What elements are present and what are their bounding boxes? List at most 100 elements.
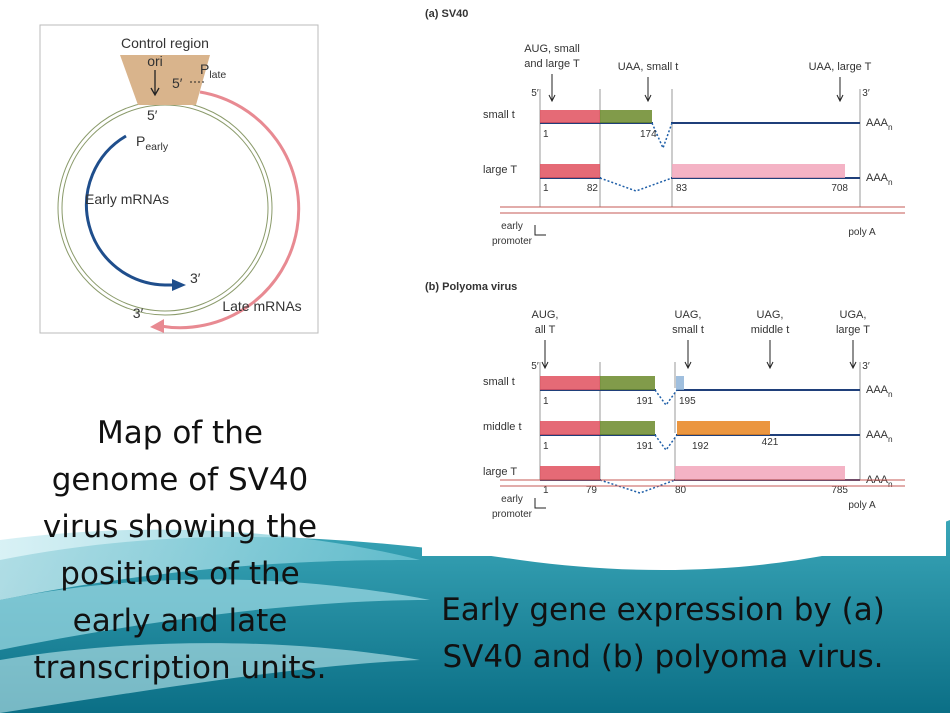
p-early: Pearly [136, 133, 169, 153]
early-mrna-arrow [84, 134, 178, 287]
expression-panel [422, 4, 946, 556]
promoter-arrow [534, 225, 546, 236]
row-label: small t [483, 109, 515, 121]
exon [600, 110, 652, 123]
poly-a-tail-sub: n [888, 178, 893, 187]
position-number: 195 [679, 396, 696, 407]
mask [656, 388, 676, 392]
caption-line: virus showing the [43, 509, 317, 545]
p-late-sub: late [209, 69, 226, 81]
poly-a-tail-sub: n [888, 123, 893, 132]
exon [672, 164, 845, 178]
p-early-main: P [136, 133, 145, 149]
mask [653, 121, 671, 125]
five-prime: 5′ [531, 361, 539, 372]
exon [676, 376, 684, 390]
poly-a-tail-main: AAA [866, 429, 889, 441]
p-early-sub: early [145, 141, 169, 153]
panel-title: (a) SV40 [425, 8, 468, 20]
early-promoter: early [501, 221, 523, 232]
three-prime: 3′ [190, 270, 201, 286]
control-region-label: Control region [121, 35, 209, 51]
p-late-main: P [200, 61, 209, 77]
row-label: large T [483, 164, 517, 176]
caption-line: Map of the [97, 415, 263, 451]
position-number: 191 [636, 441, 653, 452]
panel-title: (b) Polyoma virus [425, 281, 517, 293]
p-late: Plate [200, 61, 226, 81]
poly-a-label: poly A [848, 500, 876, 511]
late-mrnas-label: Late mRNAs [222, 298, 301, 314]
position-number: 1 [543, 485, 549, 496]
row-label: small t [483, 376, 515, 388]
position-number: 83 [676, 183, 688, 194]
caption-line: positions of the [60, 556, 299, 592]
codon-label: all T [535, 324, 556, 336]
poly-a-tail-sub: n [888, 435, 893, 444]
poly-a-tail: AAAn [866, 172, 893, 187]
early-mrnas-label: Early mRNAs [85, 191, 169, 207]
codon-label: UGA, [840, 309, 867, 321]
codon-label: AUG, small [524, 43, 580, 55]
wave [0, 579, 430, 650]
poly-a-tail-main: AAA [866, 384, 889, 396]
exon [677, 421, 770, 435]
position-number: 1 [543, 183, 549, 194]
position-number: 708 [831, 183, 848, 194]
exon [600, 376, 655, 390]
arrowhead [644, 94, 652, 103]
arrowhead [172, 279, 186, 291]
promoter-arrow [534, 498, 546, 509]
poly-a-tail: AAAn [866, 384, 893, 399]
poly-a-tail: AAAn [866, 117, 893, 132]
poly-a-tail-main: AAA [866, 172, 889, 184]
exon [600, 421, 655, 435]
position-number: 785 [831, 485, 848, 496]
codon-label: UAA, small t [618, 61, 679, 73]
poly-a-tail-sub: n [888, 390, 893, 399]
three-prime: 3′ [133, 305, 144, 321]
poly-a-tail-main: AAA [866, 117, 889, 129]
exon [540, 110, 600, 123]
position-number: 421 [762, 437, 779, 448]
caption-line: transcription units. [33, 650, 326, 686]
position-number: 79 [586, 485, 598, 496]
wave [0, 529, 420, 600]
mask [656, 433, 676, 437]
position-number: 174 [640, 129, 657, 140]
arrowhead [541, 361, 549, 370]
poly-a-tail-sub: n [888, 480, 893, 489]
exon [540, 376, 600, 390]
exon [675, 466, 845, 480]
poly-a-label: poly A [848, 227, 876, 238]
drawing: Control region ori 5′ Plate 5′ Pearly Early mR… [33, 8, 905, 686]
row-label: large T [483, 466, 517, 478]
late-mrna-arrow [159, 90, 301, 330]
position-number: 82 [587, 183, 599, 194]
exon [540, 421, 600, 435]
caption-line: Early gene expression by (a) [441, 592, 885, 628]
codon-label: UAG, [757, 309, 784, 321]
exon [540, 164, 600, 178]
background-waves [0, 520, 950, 713]
codon-label: middle t [751, 324, 790, 336]
position-number: 1 [543, 441, 549, 452]
early-promoter: early [501, 494, 523, 505]
exon [540, 466, 600, 480]
position-number: 1 [543, 396, 549, 407]
arrowhead [849, 361, 857, 370]
arrowhead [836, 94, 844, 103]
codon-label: AUG, [532, 309, 559, 321]
caption-line: genome of SV40 [52, 462, 309, 498]
arrowhead [684, 361, 692, 370]
five-prime: 5′ [172, 75, 183, 91]
caption-line: early and late [73, 603, 288, 639]
ori-label: ori [147, 53, 163, 69]
splice [599, 177, 673, 192]
poly-a-tail: AAAn [866, 429, 893, 444]
codon-label: UAA, large T [809, 61, 872, 73]
position-number: 191 [636, 396, 653, 407]
codon-label: large T [836, 324, 870, 336]
position-number: 80 [675, 485, 687, 496]
mask [601, 176, 671, 180]
